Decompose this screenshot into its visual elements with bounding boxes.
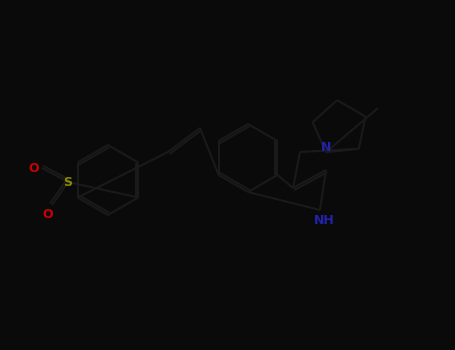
Text: O: O [43,209,53,222]
Text: NH: NH [313,214,334,226]
Text: O: O [29,161,39,175]
Text: N: N [321,141,331,154]
Text: S: S [64,175,72,189]
